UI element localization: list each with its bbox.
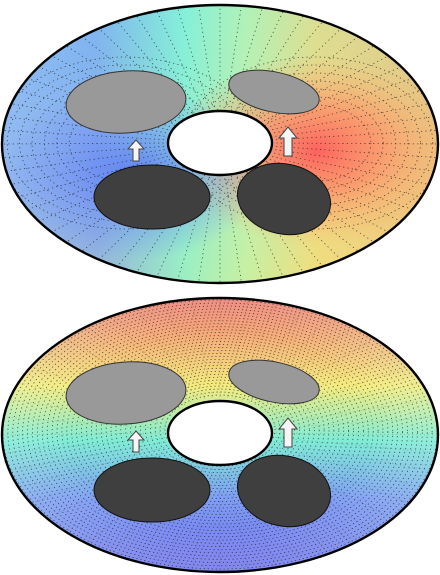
- field-contour: [66, 335, 374, 528]
- field-line: [6, 116, 170, 138]
- field-contour: [51, 326, 389, 538]
- field-line: [248, 28, 342, 117]
- top-right-light-ellipse: [228, 69, 320, 115]
- field-line: [270, 399, 431, 426]
- field-line: [224, 5, 242, 112]
- field-line: [251, 325, 353, 408]
- field-line: [264, 366, 409, 418]
- field-line: [177, 7, 211, 112]
- field-line: [256, 455, 375, 533]
- field-contour: [56, 329, 384, 535]
- field-line: [224, 174, 242, 283]
- field-line: [239, 15, 304, 114]
- top-outer-boundary: [0, 3, 440, 285]
- field-line: [267, 444, 422, 488]
- field-line: [269, 103, 429, 135]
- field-line: [263, 160, 402, 222]
- field-line: [267, 154, 422, 198]
- field-contour: [7, 299, 433, 567]
- field-line: [198, 174, 216, 283]
- field-contour: [258, 104, 372, 182]
- field-contour: [100, 355, 340, 506]
- field-line: [191, 299, 214, 402]
- field-line: [267, 90, 422, 132]
- field-line: [265, 78, 413, 129]
- field-line: [229, 174, 263, 281]
- field-line: [270, 148, 434, 172]
- field-line: [226, 299, 249, 402]
- up-arrow-icon: [277, 417, 299, 448]
- field-line: [269, 151, 429, 185]
- field-line: [244, 21, 324, 116]
- field-line: [65, 455, 184, 533]
- field-contour: [120, 367, 320, 493]
- bottom-panel: [0, 296, 440, 574]
- field-contour: [196, 64, 434, 222]
- field-line: [2, 130, 169, 141]
- field-line: [18, 154, 173, 198]
- bottom-left-dark-ellipse: [93, 457, 211, 523]
- field-line: [6, 148, 170, 172]
- field-contour: [76, 341, 364, 522]
- field-contour: [135, 376, 305, 483]
- up-arrow-icon: [126, 139, 146, 162]
- field-contour: [105, 358, 335, 502]
- field-line: [136, 15, 201, 114]
- field-line: [198, 5, 216, 112]
- field-contour: [221, 80, 409, 206]
- field-line: [156, 10, 206, 113]
- field-contour: [130, 373, 310, 486]
- field-line: [270, 116, 434, 138]
- bottom-center-hole: [166, 399, 274, 467]
- field-contour: [110, 361, 330, 499]
- field-line: [264, 448, 409, 504]
- field-line: [98, 28, 192, 117]
- top-right-dark-ellipse: [236, 162, 332, 236]
- field-contour: [61, 332, 379, 531]
- field-contour: [164, 394, 276, 464]
- field-contour: [46, 323, 394, 541]
- field-contour: [86, 347, 354, 515]
- field-contour: [27, 311, 413, 554]
- top-center-hole: [166, 109, 274, 177]
- top-left-light-ellipse: [65, 70, 187, 134]
- top-left-dark-ellipse: [93, 164, 211, 230]
- field-contour: [32, 314, 408, 551]
- field-contour: [71, 338, 369, 525]
- field-line: [256, 337, 375, 411]
- field-line: [263, 66, 402, 126]
- field-contour: [140, 379, 300, 480]
- bottom-left-light-ellipse: [65, 361, 187, 425]
- field-line: [116, 21, 196, 116]
- up-arrow-icon: [126, 430, 146, 453]
- field-contour: [36, 317, 404, 547]
- field-contour: [125, 370, 315, 490]
- field-line: [11, 151, 171, 185]
- bottom-right-dark-ellipse: [236, 454, 332, 528]
- field-contour: [90, 350, 350, 512]
- field-line: [18, 444, 173, 488]
- field-line: [239, 308, 304, 404]
- field-contour: [12, 302, 428, 563]
- bottom-outer-boundary: [0, 296, 440, 574]
- field-contour: [81, 344, 359, 518]
- field-line: [27, 78, 175, 129]
- field-line: [271, 130, 438, 141]
- bottom-right-light-ellipse: [228, 359, 320, 405]
- top-panel: [0, 3, 440, 285]
- field-contour: [17, 305, 423, 560]
- field-line: [136, 308, 201, 404]
- field-contour: [95, 352, 345, 509]
- field-contour: [22, 308, 418, 557]
- field-contour: [115, 364, 325, 496]
- up-arrow-icon: [277, 126, 299, 157]
